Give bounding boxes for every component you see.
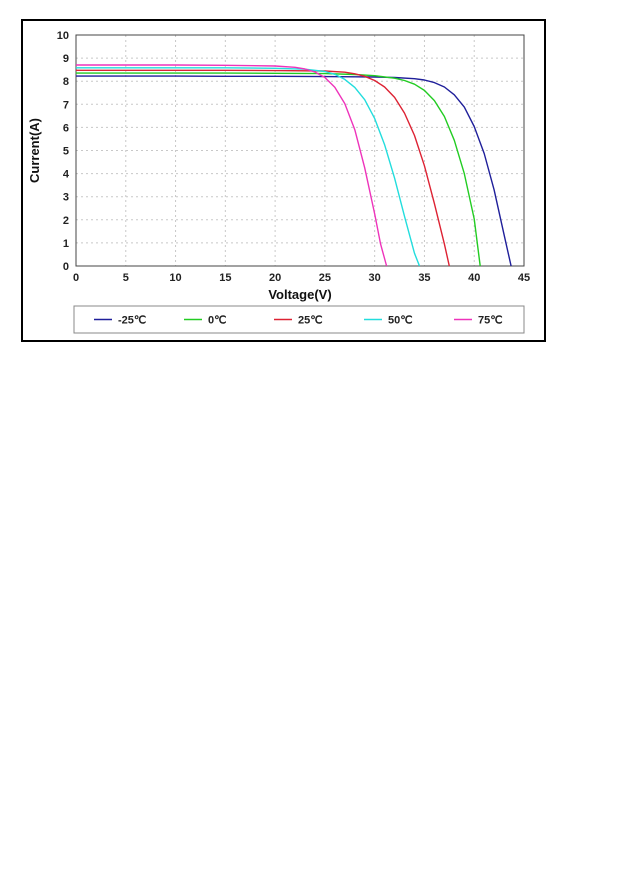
x-tick-label: 10 xyxy=(169,272,181,284)
y-tick-label: 4 xyxy=(63,169,70,181)
x-tick-label: 25 xyxy=(319,272,331,284)
x-tick-label: 5 xyxy=(123,272,129,284)
legend-label: 25℃ xyxy=(298,315,323,327)
legend-label: 50℃ xyxy=(388,315,413,327)
y-tick-label: 5 xyxy=(63,146,69,158)
series-line-3 xyxy=(76,69,450,267)
x-tick-label: 45 xyxy=(518,272,530,284)
y-tick-label: 1 xyxy=(63,238,69,250)
y-axis-title: Current(A) xyxy=(27,118,42,183)
x-tick-label: 20 xyxy=(269,272,281,284)
legend-label: 75℃ xyxy=(478,315,503,327)
series-line-4 xyxy=(76,67,421,267)
y-tick-label: 10 xyxy=(57,30,69,42)
y-tick-label: 0 xyxy=(63,261,69,273)
x-tick-label: 35 xyxy=(418,272,430,284)
x-tick-label: 40 xyxy=(468,272,480,284)
legend-label: 0℃ xyxy=(208,315,226,327)
y-tick-label: 3 xyxy=(63,192,69,204)
legend-label: -25℃ xyxy=(118,315,146,327)
legend xyxy=(73,305,525,334)
y-tick-label: 8 xyxy=(63,76,69,88)
x-tick-label: 30 xyxy=(369,272,381,284)
y-tick-label: 9 xyxy=(63,53,69,65)
y-tick-label: 2 xyxy=(63,215,69,227)
y-tick-label: 7 xyxy=(63,99,69,111)
series-lines xyxy=(76,64,512,267)
chart-frame: 0 5 10 15 20 25 30 35 40 45 0 1 2 3 4 5 6 7 8 9 10 Voltage(V… xyxy=(21,19,546,342)
y-tick-label: 6 xyxy=(63,122,69,134)
series-line-2 xyxy=(76,72,481,267)
series-line-5 xyxy=(76,64,388,267)
x-tick-label: 15 xyxy=(219,272,231,284)
plot-area xyxy=(75,34,525,267)
legend-entries: -25℃ 0℃ 25℃ 50℃ 75℃ xyxy=(94,315,503,327)
series-line-1 xyxy=(76,75,512,267)
x-axis-title: Voltage(V) xyxy=(268,287,331,302)
grid-lines xyxy=(76,35,524,266)
x-tick-label: 0 xyxy=(73,272,79,284)
